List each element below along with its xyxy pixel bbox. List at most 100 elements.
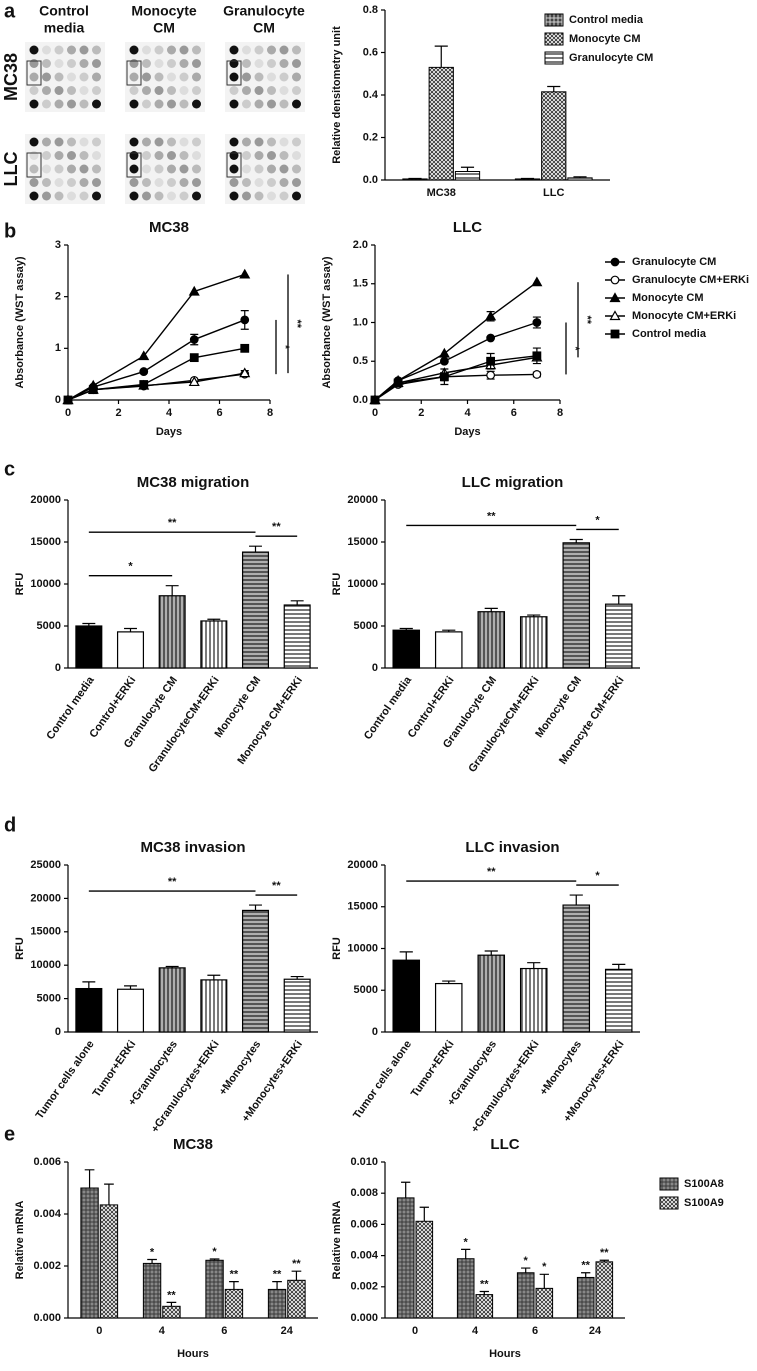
significance-label: ** bbox=[292, 1258, 301, 1270]
error-bar bbox=[461, 1248, 471, 1259]
blot-spot bbox=[267, 151, 276, 160]
blot-spot bbox=[129, 45, 139, 55]
error-bar bbox=[291, 1270, 302, 1281]
blot-spot bbox=[254, 45, 264, 55]
y-tick-label: 0.0 bbox=[353, 394, 368, 406]
x-tick-label: MC38 bbox=[427, 187, 456, 199]
y-tick-label: 0.004 bbox=[350, 1250, 378, 1262]
blot-spot bbox=[292, 45, 301, 55]
y-tick-label: 10000 bbox=[347, 942, 378, 954]
blot-spot bbox=[167, 45, 176, 55]
bar bbox=[116, 988, 145, 1033]
legend-label: Control media bbox=[632, 328, 707, 340]
y-tick-label: 0.008 bbox=[350, 1187, 378, 1199]
legend-label: Monocyte CM bbox=[569, 33, 641, 45]
x-tick-label: LLC bbox=[543, 187, 564, 199]
blot-spot bbox=[92, 59, 101, 68]
blot-spot bbox=[167, 164, 176, 174]
blot-spot bbox=[229, 45, 239, 55]
panel-letter: d bbox=[4, 814, 16, 836]
bar bbox=[267, 1288, 287, 1319]
blot-spot bbox=[192, 191, 201, 201]
legend-swatch bbox=[544, 32, 564, 46]
x-tick-label: 0 bbox=[412, 1325, 418, 1337]
blot-spot bbox=[229, 151, 239, 160]
significance-label: ** bbox=[581, 316, 593, 325]
x-tick-label: 24 bbox=[281, 1325, 294, 1337]
legend-swatch bbox=[544, 51, 564, 65]
blot-spot bbox=[129, 99, 139, 109]
point bbox=[610, 329, 620, 339]
bar bbox=[519, 616, 548, 669]
significance-label: * bbox=[524, 1255, 529, 1267]
y-tick-label: 0.002 bbox=[350, 1281, 378, 1293]
blot-spot bbox=[167, 137, 176, 147]
bar bbox=[562, 542, 591, 669]
blot-spot bbox=[29, 86, 39, 95]
y-tick-label: 2 bbox=[55, 291, 61, 303]
point bbox=[239, 367, 251, 378]
x-tick-label: 8 bbox=[267, 407, 273, 419]
line bbox=[67, 273, 245, 401]
blot-spot bbox=[142, 72, 151, 82]
y-tick-label: 20000 bbox=[30, 892, 61, 904]
blot-spot bbox=[292, 137, 301, 147]
bar bbox=[456, 1258, 475, 1319]
chart-title: MC38 bbox=[173, 1136, 213, 1153]
legend-label: Granulocyte CM bbox=[632, 256, 716, 268]
blot-spot bbox=[279, 164, 289, 174]
y-tick-label: 1 bbox=[55, 342, 61, 354]
y-tick-label: 5000 bbox=[37, 620, 61, 632]
blot-spot bbox=[92, 164, 101, 174]
significance-label: ** bbox=[291, 320, 303, 329]
x-tick-label: 0 bbox=[372, 407, 378, 419]
error-bar bbox=[539, 1273, 549, 1289]
y-tick-label: 0.000 bbox=[33, 1312, 61, 1324]
x-tick-label: 4 bbox=[464, 407, 471, 419]
blot-spot bbox=[254, 137, 264, 147]
legend-label: Granulocyte CM+ERKi bbox=[632, 274, 749, 286]
point bbox=[609, 310, 621, 321]
bar bbox=[604, 603, 633, 669]
point bbox=[139, 380, 149, 389]
blot-spot bbox=[92, 151, 101, 160]
y-tick-label: 20000 bbox=[347, 494, 378, 506]
blot-spot bbox=[79, 191, 89, 201]
point bbox=[188, 285, 200, 296]
point bbox=[188, 376, 200, 387]
blot-spot bbox=[229, 164, 239, 174]
blot-spot bbox=[92, 45, 101, 55]
blot-spot bbox=[79, 178, 89, 187]
bar bbox=[75, 625, 103, 669]
blot-spot bbox=[192, 72, 201, 82]
bar bbox=[116, 631, 145, 669]
error-bar bbox=[434, 45, 448, 68]
y-tick-label: 0.6 bbox=[363, 46, 378, 58]
blot-spot bbox=[279, 151, 289, 160]
significance-label: ** bbox=[487, 510, 496, 522]
bar bbox=[162, 1305, 181, 1319]
blot-spot bbox=[67, 137, 76, 147]
blot-column-label: Granulocyte bbox=[223, 3, 305, 19]
blot-highlight bbox=[126, 60, 142, 86]
y-tick-label: 15000 bbox=[347, 901, 378, 913]
blot-spot bbox=[292, 151, 301, 160]
significance-label: ** bbox=[487, 866, 496, 878]
blot-row-label: LLC bbox=[1, 152, 21, 187]
blot-spot bbox=[67, 151, 76, 160]
blot-spot bbox=[79, 86, 89, 95]
x-tick-label: +Monocytes bbox=[538, 1039, 584, 1098]
blot-spot bbox=[154, 72, 164, 82]
significance-label: ** bbox=[167, 1289, 176, 1301]
blot-spot bbox=[242, 99, 251, 109]
bar bbox=[434, 982, 463, 1033]
blot-spot bbox=[67, 72, 76, 82]
blot-spot bbox=[179, 137, 189, 147]
blot-spot bbox=[179, 178, 189, 187]
blot-spot bbox=[142, 151, 151, 160]
blot-highlight bbox=[226, 60, 242, 86]
blot-spot bbox=[179, 151, 189, 160]
blot-spot bbox=[242, 164, 251, 174]
y-tick-label: 0.000 bbox=[350, 1312, 378, 1324]
blot-spot bbox=[29, 178, 39, 187]
